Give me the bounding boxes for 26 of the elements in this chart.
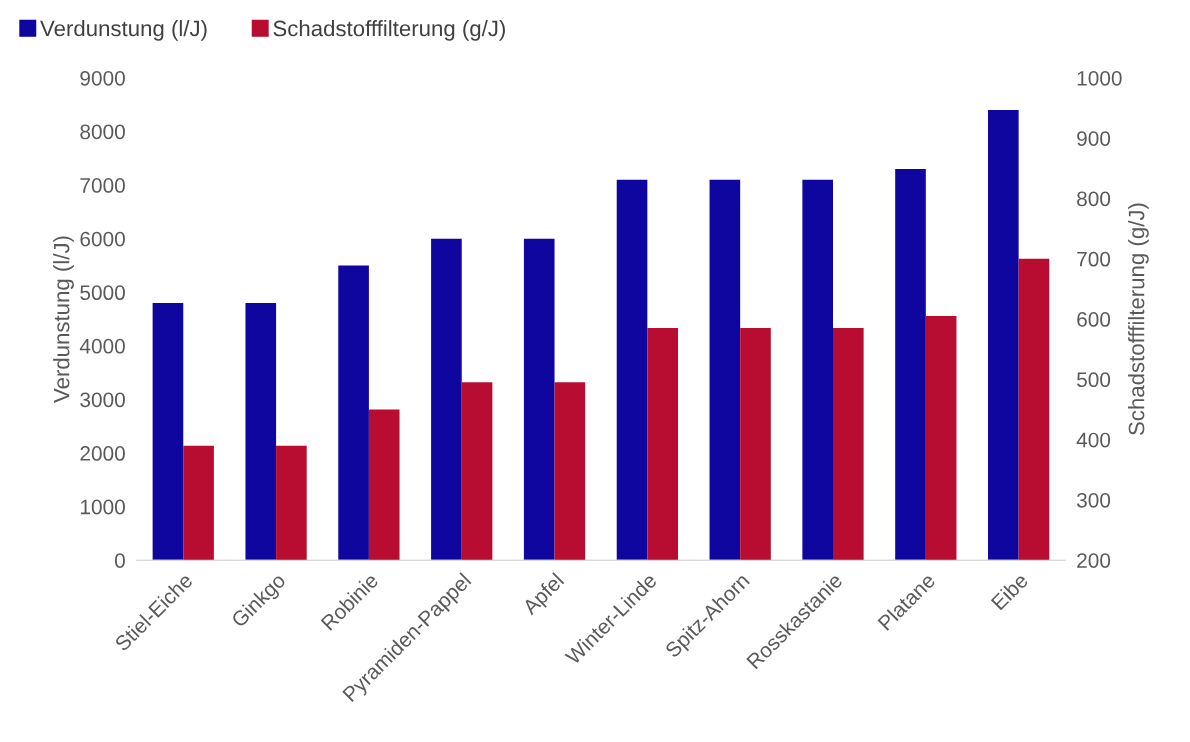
bar (152, 302, 184, 561)
y2-axis-title: Schadstofffilterung (g/J) (1128, 203, 1149, 435)
y-tick-label: 0 (114, 553, 125, 568)
y2-tick-label: 200 (1077, 553, 1111, 568)
y2-tick-label: 300 (1076, 492, 1111, 508)
y-tick-label: 4000 (79, 338, 125, 354)
y-tick-label: 1000 (80, 499, 125, 515)
y2-tick-label: 900 (1077, 131, 1111, 146)
y2-tick-label: 700 (1077, 251, 1111, 267)
y2-tick-label: 600 (1077, 312, 1111, 327)
y2-tick-label: 500 (1076, 372, 1111, 388)
bar (245, 302, 277, 561)
y-tick-label: 9000 (80, 70, 125, 86)
y-tick-label: 3000 (80, 392, 125, 408)
x-tick-label: Eibe (990, 571, 1029, 611)
y-tick-label: 6000 (80, 231, 125, 247)
y-axis-title: Verdunstung (l/J) (53, 236, 74, 403)
y-tick-label: 5000 (80, 285, 125, 301)
y-tick-label: 7000 (80, 178, 125, 193)
legend-label: Schadstofffilterung (g/J) (273, 20, 505, 41)
y-tick-label: 2000 (80, 446, 125, 461)
legend-label: Verdunstung (l/J) (40, 20, 207, 41)
y2-tick-label: 800 (1077, 191, 1111, 207)
y2-tick-label: 1000 (1077, 70, 1122, 86)
y-tick-label: 8000 (80, 124, 125, 140)
y2-tick-label: 400 (1076, 432, 1111, 448)
